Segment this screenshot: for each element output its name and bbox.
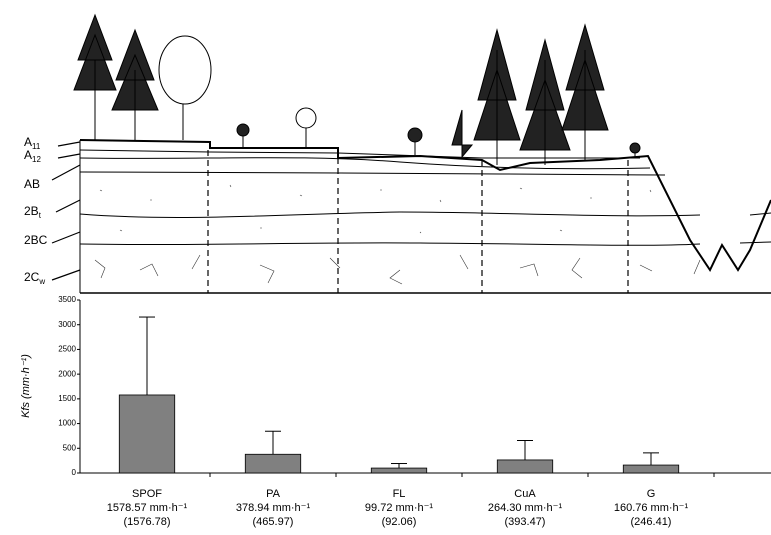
tree [520,40,570,165]
error-label: (393.47) [505,516,546,528]
value-label: 160.76 mm·h⁻¹ [614,502,689,514]
horizon-sub: w [38,277,45,286]
y-tick-label: 0 [72,468,77,477]
bar [371,468,426,473]
pointer [52,270,80,280]
y-axis-label: Kfs (mm·h⁻¹) [20,354,32,418]
y-tick-label: 3500 [58,295,76,304]
tree-crown [630,143,640,153]
x-tick-label: SPOF [132,488,162,500]
horizon-main: A [24,135,32,149]
x-tick-label: G [647,488,656,500]
tree [474,30,520,165]
tree-crown [159,36,211,104]
horizon-boundary [80,212,771,217]
horizon-main: 2BC [24,233,48,247]
horizon-label: AB [24,177,40,191]
bar [623,465,678,473]
bar [119,395,174,473]
y-tick-label: 1000 [58,419,76,428]
horizon-label: 2Bt [24,204,42,220]
error-label: (465.97) [253,516,294,528]
horizon-label: 2Cw [24,270,45,286]
y-tick-label: 500 [63,443,77,452]
x-tick-label: PA [266,488,281,500]
horizon-sub: 12 [32,155,41,164]
y-tick-label: 1500 [58,394,76,403]
pointer [52,165,80,180]
pointer [52,232,80,243]
y-tick-label: 3000 [58,320,76,329]
tree [74,15,116,140]
horizon-boundary [80,242,771,245]
error-label: (92.06) [382,516,417,528]
value-label: 99.72 mm·h⁻¹ [365,502,433,514]
error-label: (1576.78) [123,516,170,528]
x-tick-label: FL [393,488,406,500]
horizon-main: A [24,148,32,162]
y-tick-label: 2500 [58,345,76,354]
bar [497,460,552,473]
tree [562,25,608,160]
horizon-sub: 11 [32,142,41,151]
stipple [100,185,651,233]
value-label: 264.30 mm·h⁻¹ [488,502,563,514]
horizon-sub: t [39,211,42,220]
horizon-main: AB [24,177,40,191]
ground-surface [80,140,771,270]
pointer [58,154,80,158]
x-tick-label: CuA [514,488,536,500]
pointer [56,200,80,212]
tree [452,110,472,157]
pointer [58,142,80,146]
tree-crown [408,128,422,142]
horizon-boundary [80,172,665,175]
bar [245,454,300,473]
y-tick-label: 2000 [58,369,76,378]
cracks [95,255,700,284]
value-label: 1578.57 mm·h⁻¹ [107,502,188,514]
tree-crown [296,108,316,128]
error-label: (246.41) [631,516,672,528]
soil-profile [52,15,771,293]
value-label: 378.94 mm·h⁻¹ [236,502,311,514]
horizon-main: 2C [24,270,40,284]
horizon-main: 2B [24,204,39,218]
tree [112,30,158,140]
horizon-label: 2BC [24,233,48,247]
tree-crown [237,124,249,136]
horizon-boundary [80,158,650,169]
figure: A11A12 AB 2Bt 2BC 2Cw Kfs (mm·h⁻¹) 0 500 1000 1… [0,0,771,535]
